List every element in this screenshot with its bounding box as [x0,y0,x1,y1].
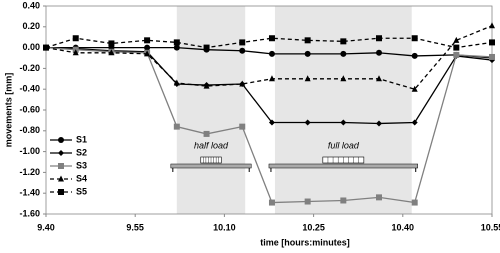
beam-icon [268,163,418,169]
marker [239,39,246,46]
marker [340,75,347,82]
marker [376,35,383,42]
legend-label: S5 [76,186,87,196]
marker [173,44,180,51]
marker [340,38,347,45]
load-period [274,6,412,214]
y-tick-label: -1.60 [19,208,40,218]
marker [268,50,275,57]
series-line [45,46,493,125]
marker [173,79,180,86]
y-tick-label: -0.80 [19,125,40,135]
legend: S1 S2 S3 S4 S5 [50,134,87,196]
marker [304,119,311,126]
marker [268,199,275,206]
marker [489,39,495,46]
load-label: half load [194,140,229,150]
marker [173,123,180,130]
marker [304,198,311,205]
marker [72,49,79,56]
series-line [45,37,493,49]
marker [268,119,275,126]
marker [43,44,49,51]
marker [268,75,275,82]
marker [72,35,79,42]
marker [376,194,383,201]
marker [239,123,246,130]
marker [411,35,418,42]
x-tick-label: 10.25 [302,222,325,232]
marker [108,40,115,47]
marker [340,197,347,204]
legend-marker [58,175,64,182]
legend-label: S3 [76,160,87,170]
series-line [45,25,493,90]
marker [411,85,418,92]
marker [268,35,275,42]
marker [304,75,311,82]
marker [376,120,383,127]
legend-marker [58,150,64,156]
marker [173,39,180,46]
x-tick-label: 9.40 [37,222,55,232]
series-line [46,46,493,59]
marker [411,52,418,59]
marker [239,80,246,87]
marker [203,82,210,89]
legend-label: S1 [76,134,87,144]
marker [340,50,347,57]
marker [304,37,311,44]
y-tick-label: -1.00 [19,146,40,156]
legend-marker [58,137,64,143]
x-axis-title: time [hours:minutes] [260,237,350,247]
y-tick-label: -0.60 [19,104,40,114]
y-tick-label: -0.40 [19,84,40,94]
y-tick-label: -0.20 [19,63,40,73]
y-tick-label: 0.20 [22,21,40,31]
marker [203,44,210,51]
marker [376,49,383,56]
marker [376,75,383,82]
marker [144,44,151,51]
beam-icon [170,163,252,169]
marker [411,199,418,206]
legend-marker [58,189,64,195]
marker [108,49,115,56]
marker [489,53,495,60]
load-label: full load [328,140,360,150]
x-tick-label: 10.40 [392,222,415,232]
y-axis-title: movements [mm] [3,73,13,148]
marker [411,119,418,126]
y-tick-label: 0.40 [22,0,40,10]
y-tick-label: 0.00 [22,42,40,52]
x-tick-label: 10.10 [213,222,236,232]
y-tick-label: -1.40 [19,188,40,198]
marker [144,37,151,44]
marker [304,50,311,57]
load-period [176,6,246,214]
marker [453,44,460,51]
marker [144,50,151,57]
legend-marker [58,163,64,169]
x-tick-label: 10.55 [481,222,500,232]
marker [203,130,210,137]
y-tick-label: -1.20 [19,167,40,177]
marker [453,51,460,58]
marker [340,119,347,126]
series-line [45,46,493,204]
legend-label: S4 [76,173,87,183]
legend-label: S2 [76,147,87,157]
marker [239,47,246,54]
marker [489,22,495,29]
marker [453,36,460,43]
x-tick-label: 9.55 [126,222,144,232]
